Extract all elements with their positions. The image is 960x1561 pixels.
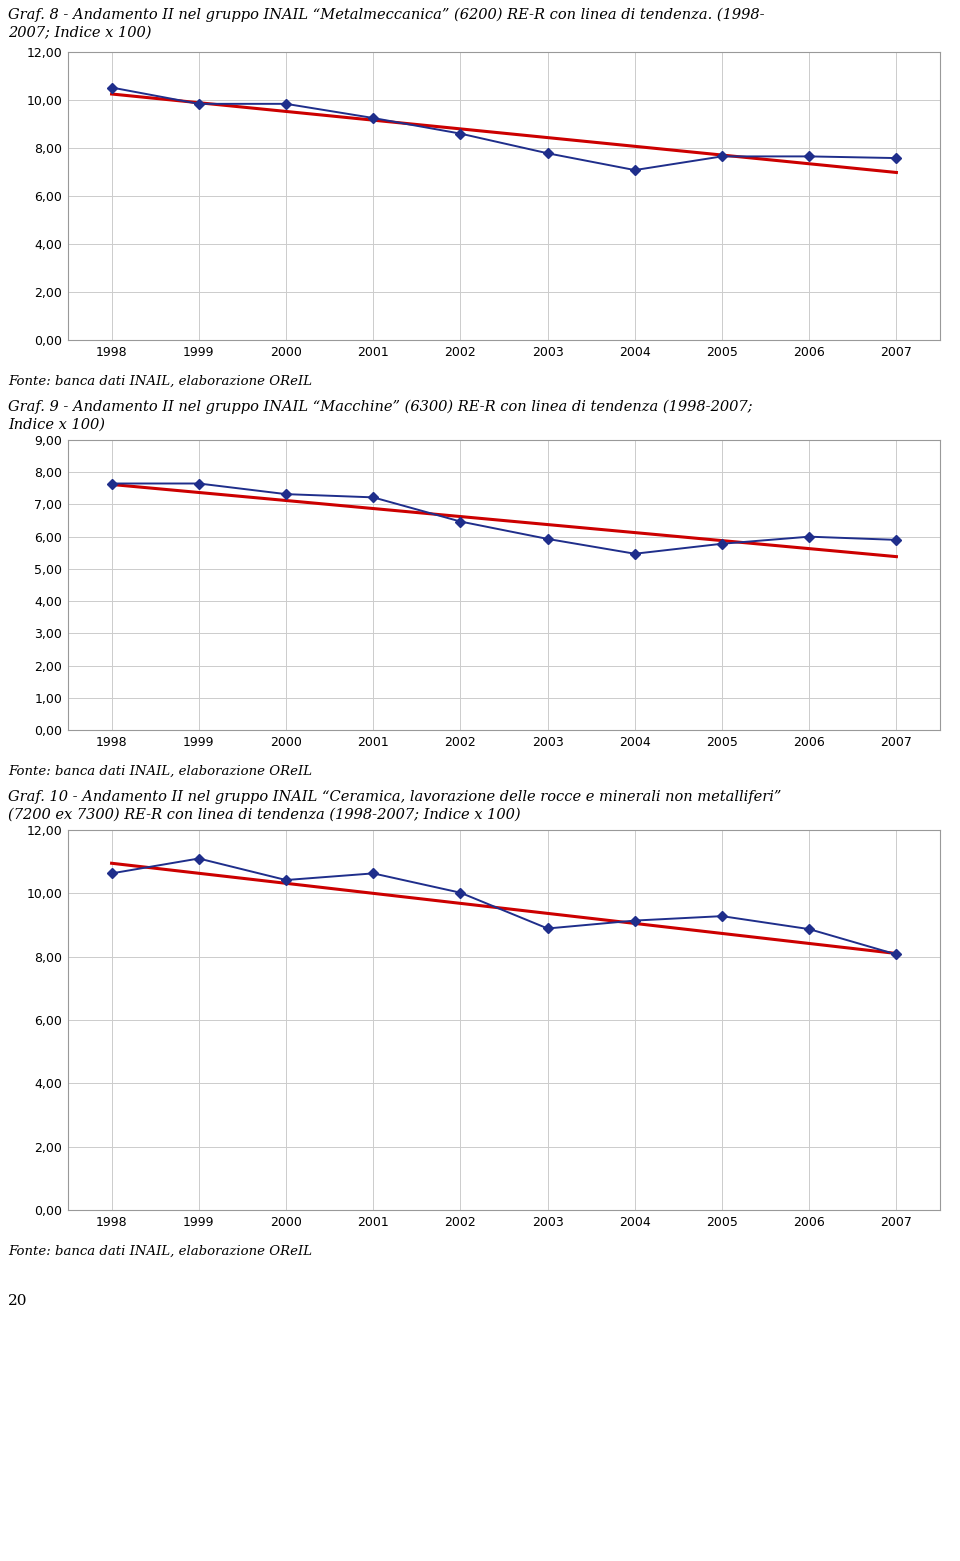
Text: 2007; Indice x 100): 2007; Indice x 100) [8, 27, 152, 41]
Text: Indice x 100): Indice x 100) [8, 418, 105, 432]
Text: Graf. 8 - Andamento II nel gruppo INAIL “Metalmeccanica” (6200) RE-R con linea d: Graf. 8 - Andamento II nel gruppo INAIL … [8, 8, 764, 22]
Text: Fonte: banca dati INAIL, elaborazione OReIL: Fonte: banca dati INAIL, elaborazione OR… [8, 1244, 312, 1258]
Text: (7200 ex 7300) RE-R con linea di tendenza (1998-2007; Indice x 100): (7200 ex 7300) RE-R con linea di tendenz… [8, 809, 520, 823]
Text: Graf. 9 - Andamento II nel gruppo INAIL “Macchine” (6300) RE-R con linea di tend: Graf. 9 - Andamento II nel gruppo INAIL … [8, 400, 753, 414]
Text: 20: 20 [8, 1294, 28, 1308]
Text: Fonte: banca dati INAIL, elaborazione OReIL: Fonte: banca dati INAIL, elaborazione OR… [8, 765, 312, 777]
Text: Fonte: banca dati INAIL, elaborazione OReIL: Fonte: banca dati INAIL, elaborazione OR… [8, 375, 312, 387]
Text: Graf. 10 - Andamento II nel gruppo INAIL “Ceramica, lavorazione delle rocce e mi: Graf. 10 - Andamento II nel gruppo INAIL… [8, 790, 781, 804]
